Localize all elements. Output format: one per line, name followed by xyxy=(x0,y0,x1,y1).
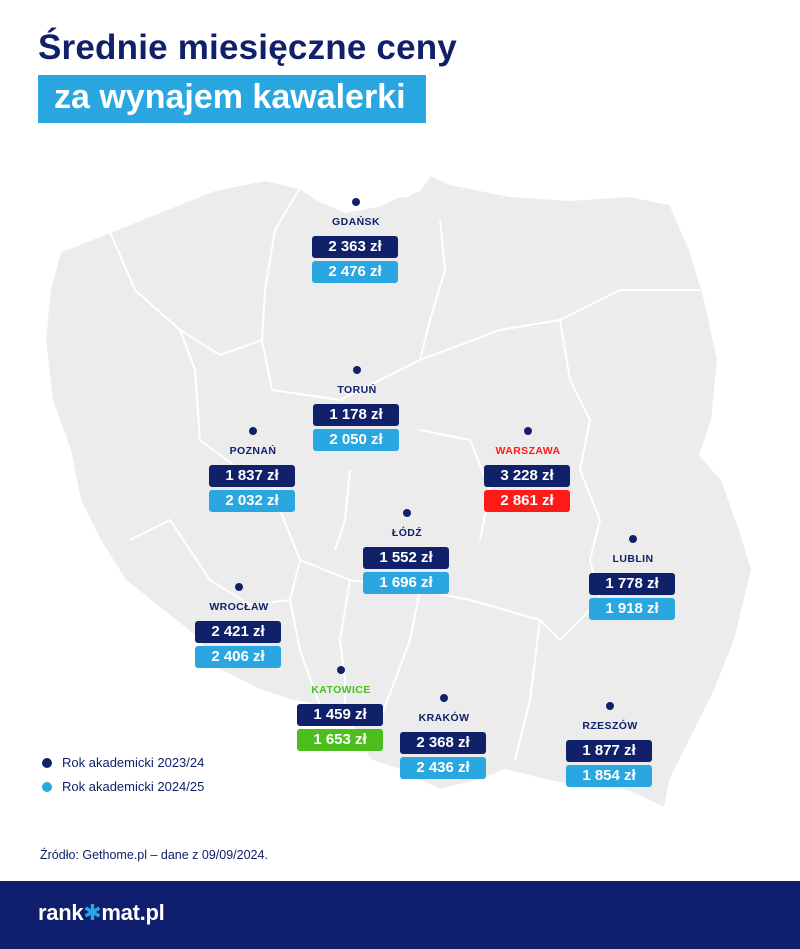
city-dot-icon xyxy=(403,509,411,517)
price-2023-24: 1 778 zł xyxy=(589,573,675,595)
legend-item-2024: Rok akademicki 2024/25 xyxy=(40,779,204,803)
page-subtitle: za wynajem kawalerki xyxy=(38,75,426,123)
page-title: Średnie miesięczne ceny xyxy=(38,28,457,67)
price-2024-25: 2 032 zł xyxy=(209,490,295,512)
price-2024-25: 1 696 zł xyxy=(363,572,449,594)
price-2024-25: 2 436 zł xyxy=(400,757,486,779)
price-2023-24: 1 877 zł xyxy=(566,740,652,762)
water-bodies xyxy=(338,176,430,208)
legend-item-2023: Rok akademicki 2023/24 xyxy=(40,755,204,779)
price-2023-24: 1 178 zł xyxy=(313,404,399,426)
price-2023-24: 1 459 zł xyxy=(297,704,383,726)
city-dot-icon xyxy=(440,694,448,702)
star-icon: ✱ xyxy=(83,900,102,925)
source-note: Źródło: Gethome.pl – dane z 09/09/2024. xyxy=(40,848,268,862)
city-dot-icon xyxy=(337,666,345,674)
price-2024-25: 2 861 zł xyxy=(484,490,570,512)
legend-dot-icon xyxy=(42,758,52,768)
city-dot-icon xyxy=(235,583,243,591)
city-name: Katowice xyxy=(311,684,371,696)
legend: Rok akademicki 2023/24 Rok akademicki 20… xyxy=(40,755,204,803)
price-2024-25: 1 854 zł xyxy=(566,765,652,787)
city-dot-icon xyxy=(352,198,360,206)
price-2023-24: 3 228 zł xyxy=(484,465,570,487)
city-name: Lublin xyxy=(612,553,654,565)
price-2024-25: 1 918 zł xyxy=(589,598,675,620)
logo-text-left: rank xyxy=(38,900,84,925)
city-name: Rzeszów xyxy=(582,720,638,732)
city-name: Wrocław xyxy=(209,601,269,613)
price-2023-24: 2 363 zł xyxy=(312,236,398,258)
city-dot-icon xyxy=(524,427,532,435)
legend-label: Rok akademicki 2024/25 xyxy=(62,779,205,794)
price-2024-25: 1 653 zł xyxy=(297,729,383,751)
city-dot-icon xyxy=(249,427,257,435)
city-name: Łódź xyxy=(391,527,423,539)
brand-logo[interactable]: rank✱mat.pl xyxy=(38,900,165,926)
footer-bar: rank✱mat.pl xyxy=(0,881,800,949)
price-2024-25: 2 406 zł xyxy=(195,646,281,668)
city-dot-icon xyxy=(629,535,637,543)
city-name: Toruń xyxy=(337,384,377,396)
city-dot-icon xyxy=(353,366,361,374)
city-name: Warszawa xyxy=(495,445,561,457)
price-2023-24: 1 552 zł xyxy=(363,547,449,569)
city-name: Poznań xyxy=(229,445,277,457)
logo-text-right: mat.pl xyxy=(101,900,165,925)
price-2024-25: 2 476 zł xyxy=(312,261,398,283)
legend-label: Rok akademicki 2023/24 xyxy=(62,755,205,770)
price-2023-24: 2 421 zł xyxy=(195,621,281,643)
city-dot-icon xyxy=(606,702,614,710)
price-2024-25: 2 050 zł xyxy=(313,429,399,451)
legend-dot-icon xyxy=(42,782,52,792)
city-name: Kraków xyxy=(418,712,470,724)
city-name: Gdańsk xyxy=(332,216,380,228)
price-2023-24: 2 368 zł xyxy=(400,732,486,754)
price-2023-24: 1 837 zł xyxy=(209,465,295,487)
